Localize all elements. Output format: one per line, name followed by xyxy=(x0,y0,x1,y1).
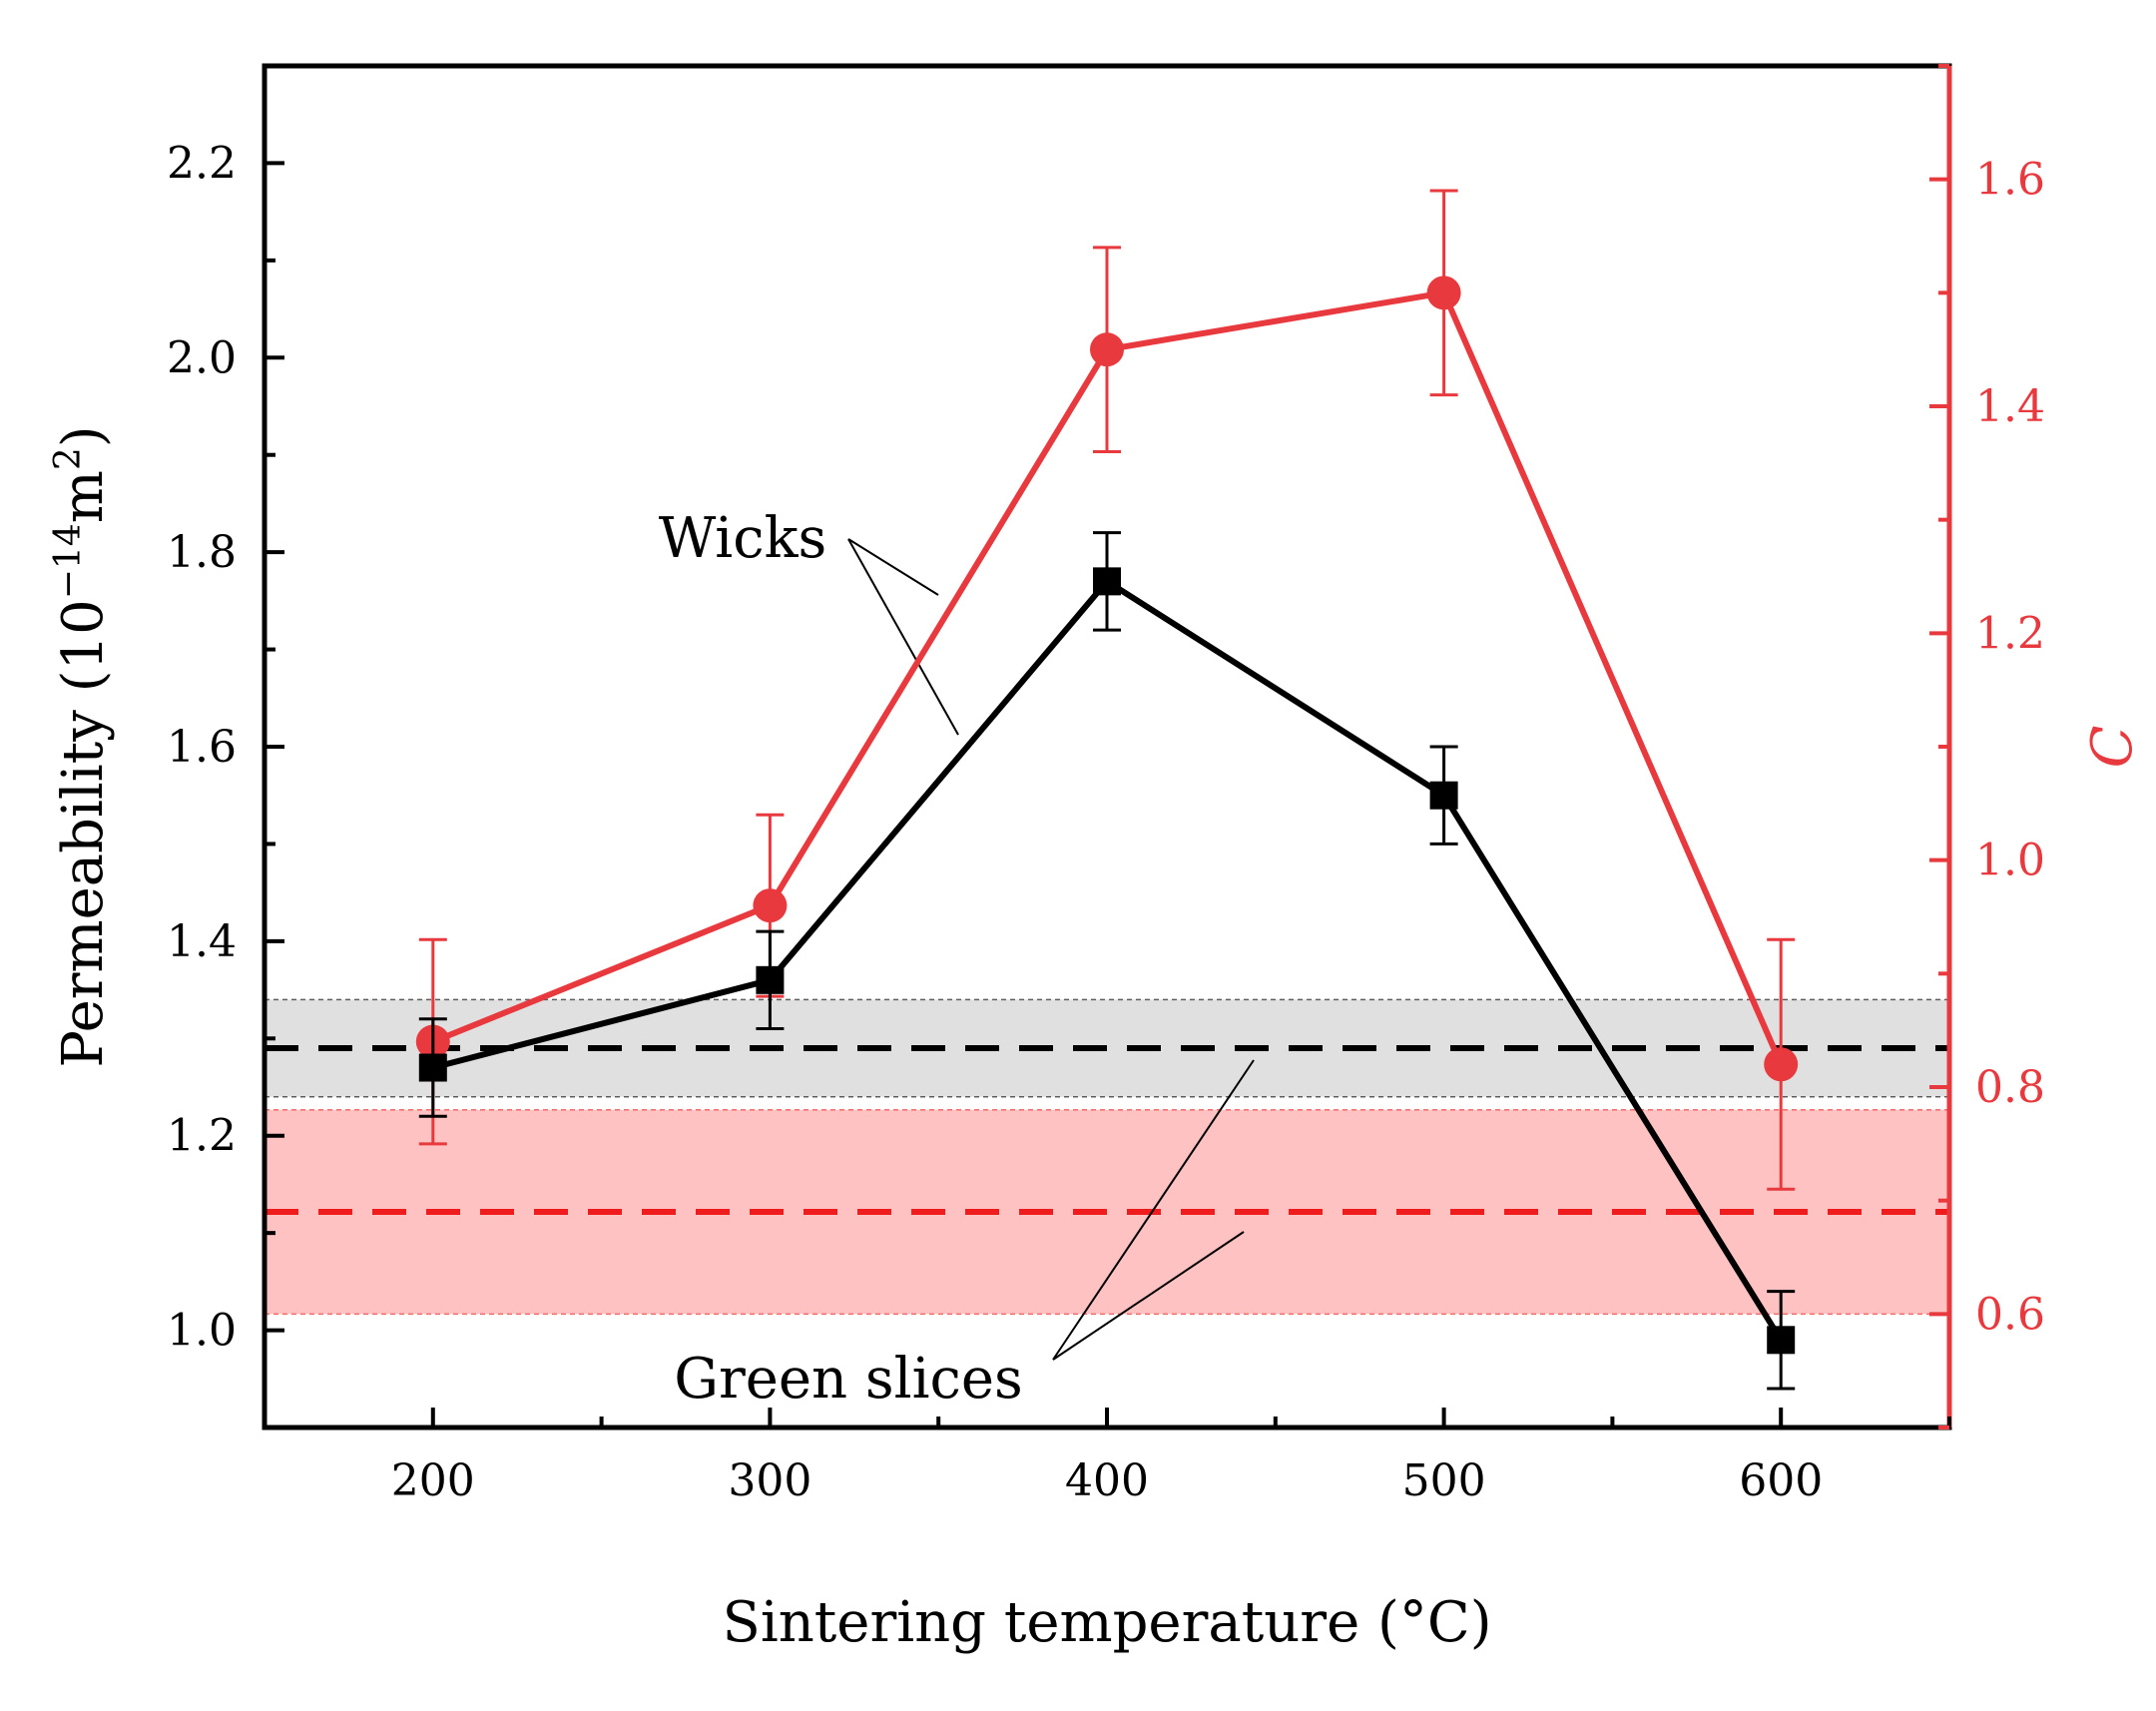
wicks-leader-red xyxy=(847,538,939,596)
y2-axis-title: C xyxy=(2080,726,2145,769)
data-point-circle xyxy=(1764,1047,1799,1082)
x-tick-label: 600 xyxy=(1739,1455,1823,1506)
green-leader-gray xyxy=(1052,1059,1255,1361)
series-permeability xyxy=(418,531,1796,1391)
y-tick-label: 2.0 xyxy=(167,332,237,383)
y2-tick-labels: 0.6 0.8 1.0 1.2 1.4 1.6 xyxy=(1975,155,2045,1341)
y-tick-label: 1.2 xyxy=(167,1111,237,1162)
data-point-circle xyxy=(1090,332,1124,367)
green-leader-red xyxy=(1052,1231,1245,1361)
y2-tick-label: 1.2 xyxy=(1975,608,2045,659)
data-point-circle xyxy=(753,888,788,923)
x-tick-labels: 200 300 400 500 600 xyxy=(391,1455,1823,1506)
data-point-square xyxy=(1767,1326,1796,1355)
data-point-square xyxy=(1093,567,1121,596)
annotation-green-slices: Green slices xyxy=(674,1347,1022,1412)
x-tick-label: 200 xyxy=(391,1455,475,1506)
x-axis-title: Sintering temperature (°C) xyxy=(722,1590,1491,1655)
x-tick-label: 300 xyxy=(728,1455,811,1506)
series-c xyxy=(415,189,1799,1191)
annotation-leaders xyxy=(847,538,1255,1361)
data-point-square xyxy=(756,965,785,994)
y-axis-unit-mid: m xyxy=(51,470,116,523)
y2-tick-label: 0.6 xyxy=(1975,1289,2045,1340)
y-tick-label: 1.0 xyxy=(167,1306,237,1357)
data-point-circle xyxy=(1426,276,1461,310)
y-axis-title-main: Permeability xyxy=(51,710,116,1068)
y-tick-label: 1.8 xyxy=(167,527,237,578)
x-tick-label: 400 xyxy=(1065,1455,1149,1506)
y2-tick-label: 1.0 xyxy=(1975,836,2045,886)
y-tick-labels: 1.0 1.2 1.4 1.6 1.8 2.0 2.2 xyxy=(167,138,237,1356)
annotation-wicks: Wicks xyxy=(659,506,827,571)
y-tick-label: 1.4 xyxy=(167,916,237,967)
y2-tick-label: 1.4 xyxy=(1975,381,2045,432)
data-point-square xyxy=(1429,781,1458,810)
data-point-square xyxy=(418,1053,447,1082)
y-axis-unit-prefix: (10 xyxy=(51,599,116,692)
wicks-leader-black xyxy=(847,538,959,736)
axis-ticks xyxy=(263,64,1951,1429)
reference-bands xyxy=(265,998,1949,1316)
y-axis-unit-exp2: 2 xyxy=(48,447,89,470)
y-axis-unit-suffix: ) xyxy=(51,425,116,447)
y-axis-unit-exp: −14 xyxy=(48,523,89,599)
y2-tick-label: 1.6 xyxy=(1975,155,2045,206)
y-tick-label: 2.2 xyxy=(167,138,237,189)
y-tick-label: 1.6 xyxy=(167,722,237,773)
series xyxy=(415,189,1799,1391)
y-axis-title: Permeability (10−14m2) xyxy=(48,425,116,1067)
x-tick-label: 500 xyxy=(1402,1455,1486,1506)
y2-tick-label: 0.8 xyxy=(1975,1062,2045,1113)
